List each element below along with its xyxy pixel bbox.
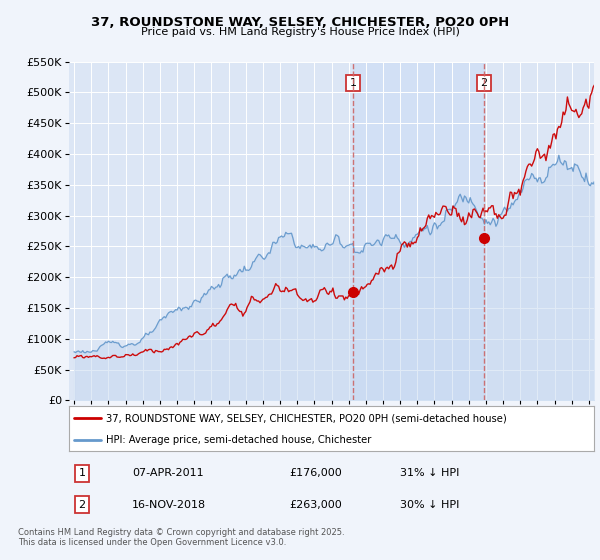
Text: 1: 1 [350, 78, 357, 88]
Text: 2: 2 [79, 500, 86, 510]
Text: 37, ROUNDSTONE WAY, SELSEY, CHICHESTER, PO20 0PH: 37, ROUNDSTONE WAY, SELSEY, CHICHESTER, … [91, 16, 509, 29]
Text: 31% ↓ HPI: 31% ↓ HPI [400, 468, 459, 478]
Text: £176,000: £176,000 [290, 468, 342, 478]
Text: £263,000: £263,000 [290, 500, 342, 510]
Text: 37, ROUNDSTONE WAY, SELSEY, CHICHESTER, PO20 0PH (semi-detached house): 37, ROUNDSTONE WAY, SELSEY, CHICHESTER, … [106, 413, 506, 423]
Text: 16-NOV-2018: 16-NOV-2018 [132, 500, 206, 510]
Text: 1: 1 [79, 468, 86, 478]
Text: HPI: Average price, semi-detached house, Chichester: HPI: Average price, semi-detached house,… [106, 435, 371, 445]
Text: 2: 2 [480, 78, 487, 88]
Text: Price paid vs. HM Land Registry's House Price Index (HPI): Price paid vs. HM Land Registry's House … [140, 27, 460, 37]
Text: Contains HM Land Registry data © Crown copyright and database right 2025.
This d: Contains HM Land Registry data © Crown c… [18, 528, 344, 547]
Text: 07-APR-2011: 07-APR-2011 [132, 468, 203, 478]
Text: 30% ↓ HPI: 30% ↓ HPI [400, 500, 459, 510]
Bar [353, 62, 484, 400]
